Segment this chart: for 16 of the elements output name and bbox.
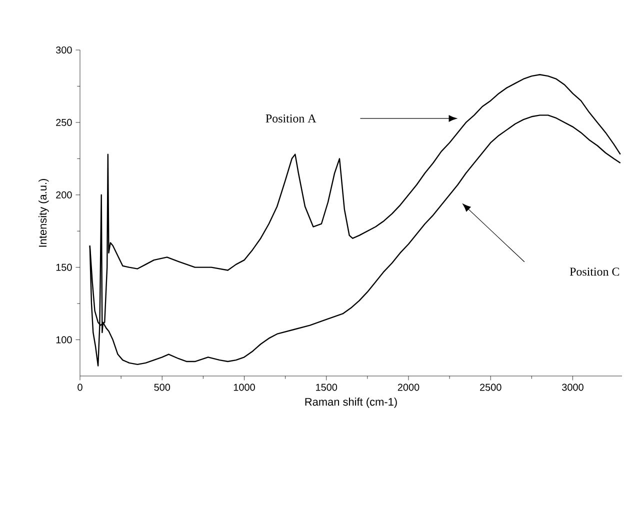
y-tick-label: 250 [56, 118, 72, 126]
x-tick-label: 2500 [480, 384, 502, 391]
x-tick-label: 2000 [398, 384, 420, 391]
y-tick-label: 150 [56, 264, 72, 271]
x-tick-label: 1500 [316, 384, 338, 391]
y-tick-label: 300 [56, 46, 72, 54]
y-axis-title: Intensity (a.u.) [38, 178, 49, 247]
x-tick-label: 500 [154, 384, 170, 391]
annotation: Position A [266, 114, 316, 122]
y-tick-label: 200 [56, 191, 72, 198]
x-tick-label: 1000 [234, 384, 255, 391]
x-tick-label: 3000 [562, 384, 584, 391]
y-tick-label: 100 [56, 336, 72, 344]
annotation: Position C [570, 268, 620, 276]
x-tick-label: 0 [78, 384, 82, 391]
x-axis-title: Raman shift (cm-1) [305, 398, 397, 408]
